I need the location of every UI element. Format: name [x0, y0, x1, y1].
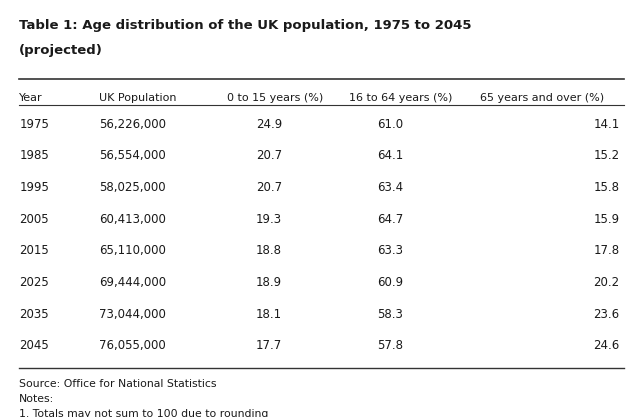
Text: 18.1: 18.1: [256, 308, 282, 321]
Text: 65 years and over (%): 65 years and over (%): [480, 93, 604, 103]
Text: 1995: 1995: [19, 181, 49, 194]
Text: (projected): (projected): [19, 44, 103, 57]
Text: 17.8: 17.8: [593, 244, 620, 257]
Text: Notes:: Notes:: [19, 394, 54, 404]
Text: 56,226,000: 56,226,000: [99, 118, 166, 131]
Text: 60.9: 60.9: [378, 276, 403, 289]
Text: 73,044,000: 73,044,000: [99, 308, 166, 321]
Text: 1. Totals may not sum to 100 due to rounding: 1. Totals may not sum to 100 due to roun…: [19, 409, 269, 417]
Text: 58,025,000: 58,025,000: [99, 181, 166, 194]
Text: 24.9: 24.9: [255, 118, 282, 131]
Text: Source: Office for National Statistics: Source: Office for National Statistics: [19, 379, 217, 389]
Text: 2035: 2035: [19, 308, 49, 321]
Text: 24.6: 24.6: [593, 339, 620, 352]
Text: 2045: 2045: [19, 339, 49, 352]
Text: 18.9: 18.9: [256, 276, 282, 289]
Text: 56,554,000: 56,554,000: [99, 149, 166, 162]
Text: 63.3: 63.3: [378, 244, 403, 257]
Text: 20.2: 20.2: [593, 276, 620, 289]
Text: 15.2: 15.2: [593, 149, 620, 162]
Text: 69,444,000: 69,444,000: [99, 276, 166, 289]
Text: Year: Year: [19, 93, 43, 103]
Text: 65,110,000: 65,110,000: [99, 244, 166, 257]
Text: 0 to 15 years (%): 0 to 15 years (%): [227, 93, 323, 103]
Text: 64.7: 64.7: [377, 213, 404, 226]
Text: 2005: 2005: [19, 213, 49, 226]
Text: 18.8: 18.8: [256, 244, 282, 257]
Text: 64.1: 64.1: [377, 149, 404, 162]
Text: Table 1: Age distribution of the UK population, 1975 to 2045: Table 1: Age distribution of the UK popu…: [19, 19, 472, 32]
Text: 2025: 2025: [19, 276, 49, 289]
Text: 1975: 1975: [19, 118, 49, 131]
Text: 17.7: 17.7: [255, 339, 282, 352]
Text: 76,055,000: 76,055,000: [99, 339, 166, 352]
Text: 15.8: 15.8: [593, 181, 620, 194]
Text: 1985: 1985: [19, 149, 49, 162]
Text: 23.6: 23.6: [593, 308, 620, 321]
Text: 61.0: 61.0: [378, 118, 403, 131]
Text: 2015: 2015: [19, 244, 49, 257]
Text: 60,413,000: 60,413,000: [99, 213, 166, 226]
Text: 15.9: 15.9: [593, 213, 620, 226]
Text: 20.7: 20.7: [256, 149, 282, 162]
Text: 20.7: 20.7: [256, 181, 282, 194]
Text: 19.3: 19.3: [256, 213, 282, 226]
Text: 57.8: 57.8: [378, 339, 403, 352]
Text: 16 to 64 years (%): 16 to 64 years (%): [349, 93, 452, 103]
Text: UK Population: UK Population: [99, 93, 177, 103]
Text: 63.4: 63.4: [378, 181, 403, 194]
Text: 14.1: 14.1: [593, 118, 620, 131]
Text: 58.3: 58.3: [378, 308, 403, 321]
